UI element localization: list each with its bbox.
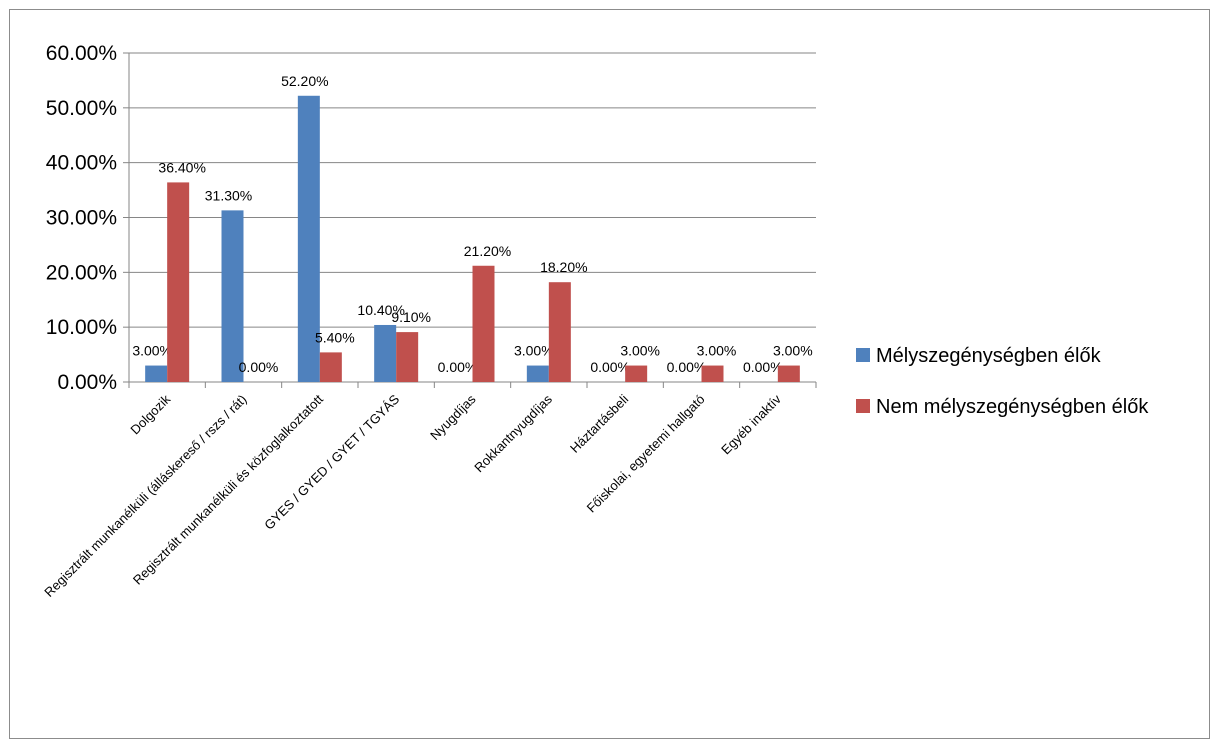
legend-swatch [856,399,870,413]
y-tick-label: 20.00% [46,261,117,284]
y-tick-label: 50.00% [46,97,117,120]
data-label: 0.00% [438,359,478,375]
data-label: 0.00% [743,359,783,375]
bar-chart: 0.00% 10.00% 20.00% 30.00% 40.00% 50.00% 60.00… [41,42,1149,600]
bar [396,332,419,382]
bar [374,324,397,382]
data-label: 9.10% [391,309,431,325]
data-label: 3.00% [620,343,660,359]
y-tick-label: 30.00% [46,207,117,230]
category-label: Egyéb inaktív [718,391,784,457]
legend-label: Mélyszegénységben élők [876,345,1102,367]
bar [221,210,244,382]
legend-label: Nem mélyszegénységben élők [876,396,1149,418]
bar [548,282,571,382]
y-tick-label: 60.00% [46,42,117,65]
data-label: 3.00% [697,343,737,359]
bar [167,182,190,382]
category-label: Dolgozik [127,391,173,437]
bar [297,95,320,383]
category-label: Nyugdíjas [427,391,479,443]
bar [777,365,800,382]
bar [145,365,168,382]
data-label: 3.00% [132,343,172,359]
chart-area: 0.00% 10.00% 20.00% 30.00% 40.00% 50.00% 60.00… [9,9,1210,739]
bar [526,365,549,382]
category-label: Rokkantnyugdíjas [471,391,555,475]
data-label: 3.00% [514,343,554,359]
legend-swatch [856,348,870,362]
data-label: 36.40% [158,159,205,175]
data-label: 5.40% [315,329,355,345]
data-label: 0.00% [667,359,707,375]
data-label: 3.00% [773,343,813,359]
bar [472,265,495,382]
data-label: 52.20% [281,73,328,89]
bar [319,352,342,382]
data-label: 21.20% [464,243,511,259]
y-tick-label: 40.00% [46,152,117,175]
category-label: GYES / GYED / GYET / TGYÁS [261,391,402,532]
y-tick-label: 0.00% [57,371,117,394]
bar [701,365,724,382]
y-tick-label: 10.00% [46,316,117,339]
data-label: 0.00% [590,359,630,375]
data-label: 0.00% [239,359,279,375]
data-label: 10.40% [357,302,404,318]
bar [625,365,648,382]
category-label: Háztartásbeli [567,391,631,455]
data-label: 18.20% [540,259,587,275]
data-label: 31.30% [205,187,252,203]
